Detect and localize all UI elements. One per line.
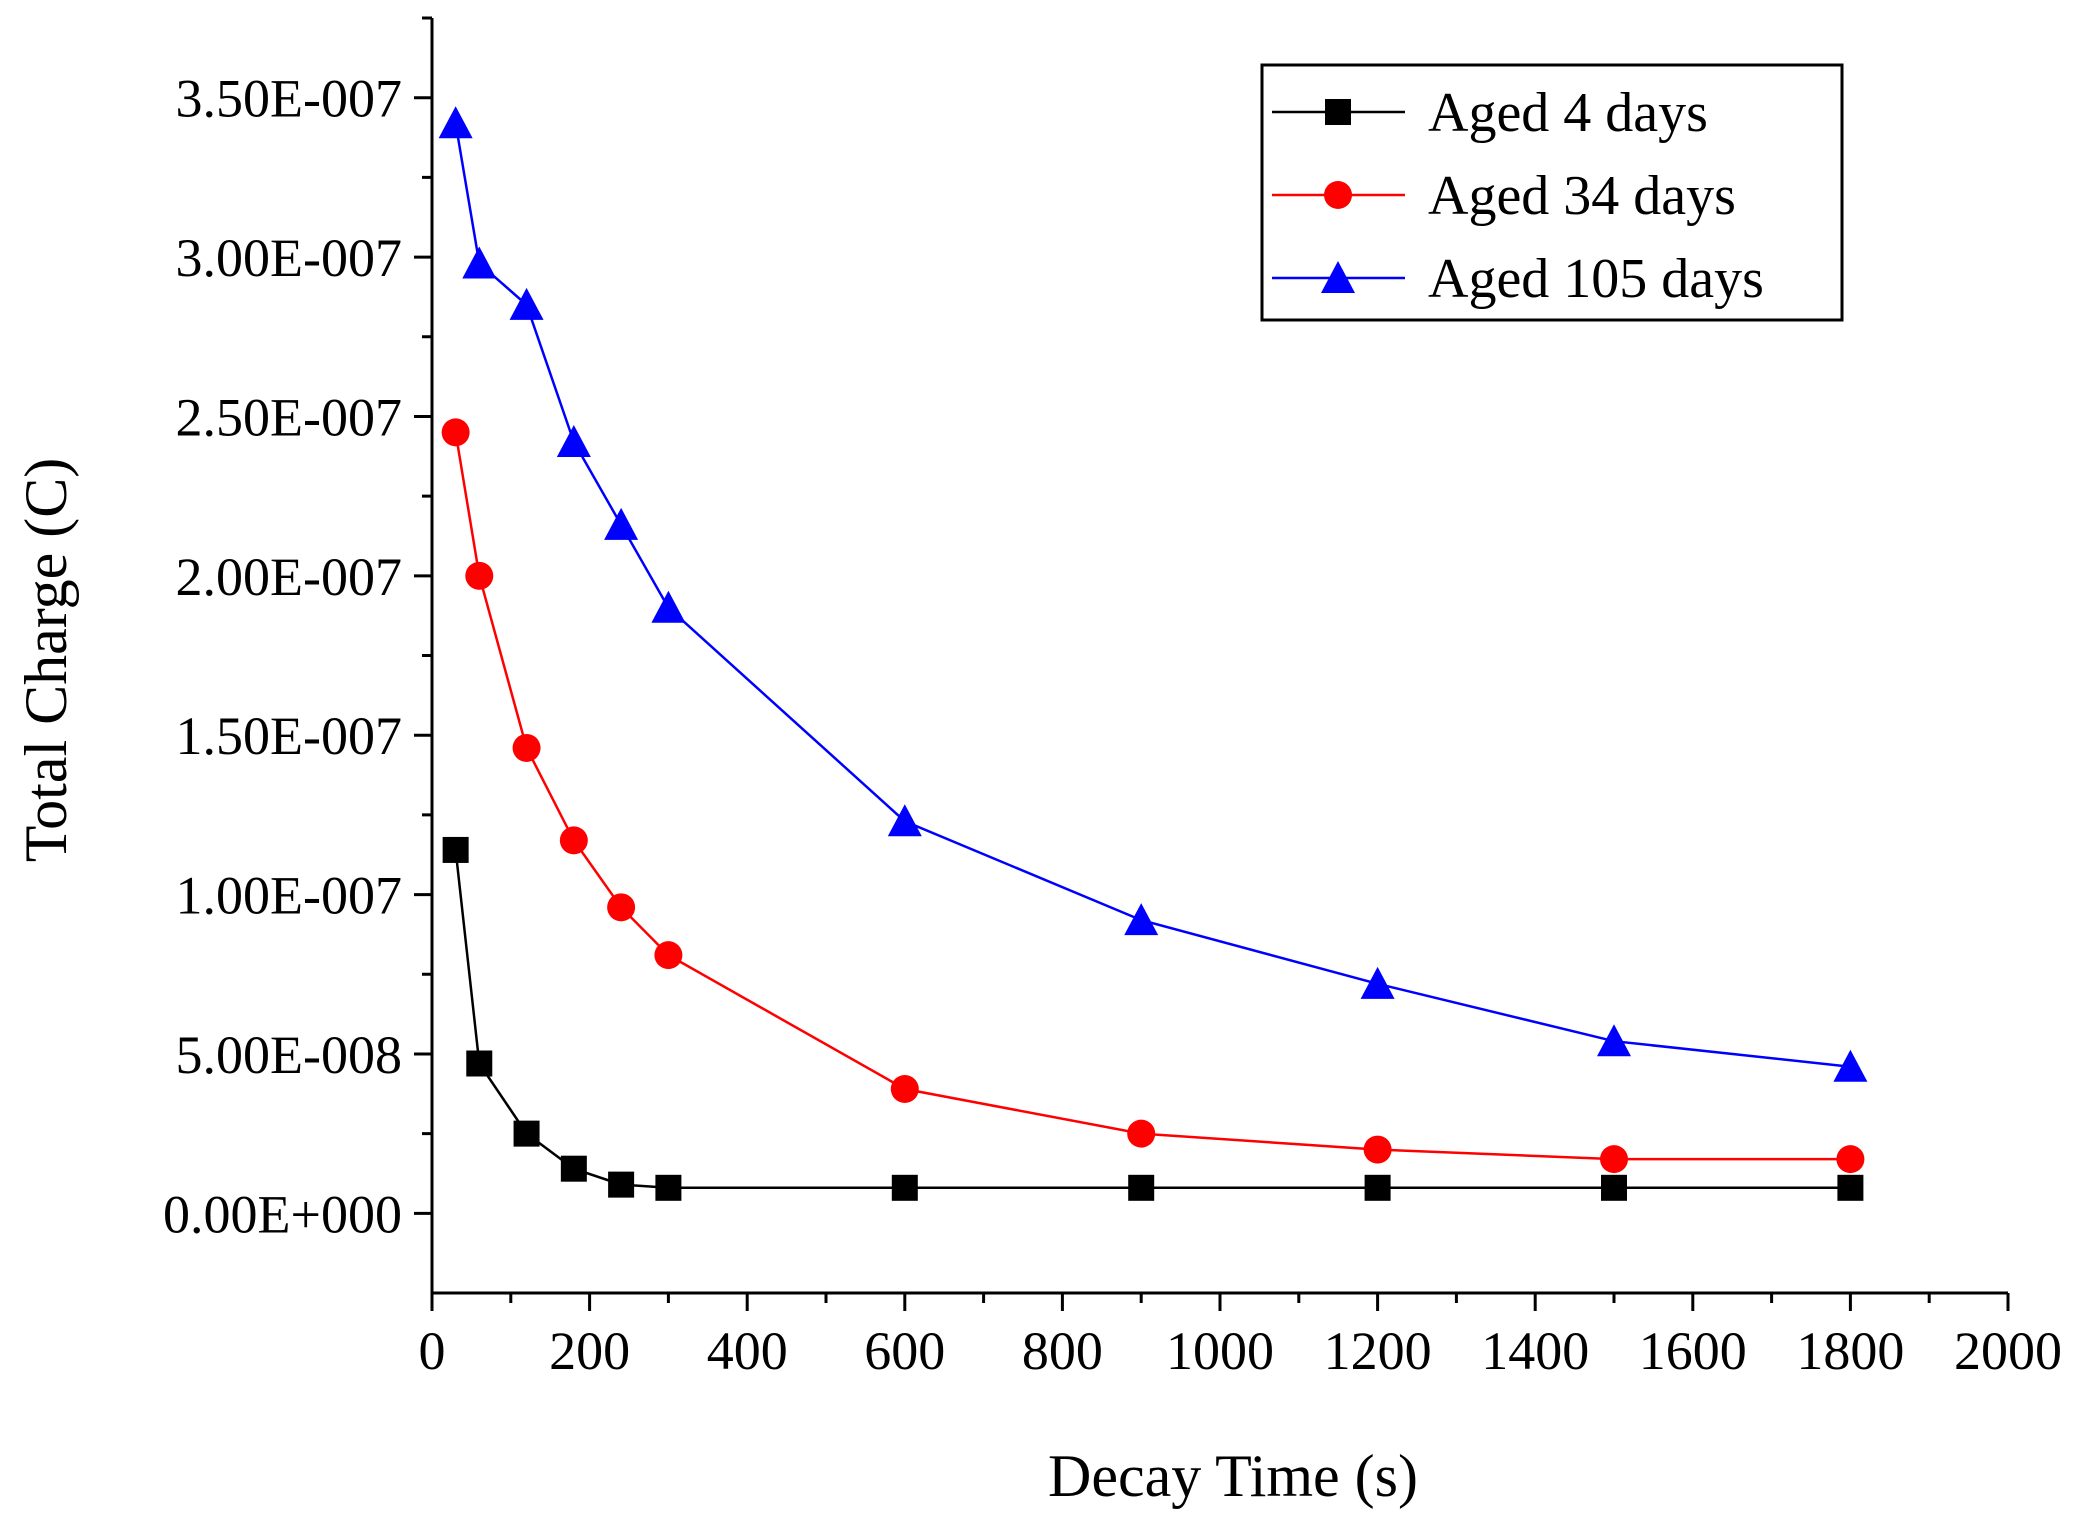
x-tick-label: 1600: [1639, 1321, 1747, 1381]
y-tick-label: 2.50E-007: [176, 387, 402, 447]
data-point-aged-4-days: [442, 836, 469, 863]
data-point-aged-34-days: [1600, 1145, 1628, 1174]
legend: Aged 4 days Aged 34 days Aged 105 days: [1260, 63, 1844, 322]
data-point-aged-34-days: [890, 1075, 919, 1103]
legend-label-aged-34-days: Aged 34 days: [1428, 165, 1736, 227]
data-point-aged-34-days: [512, 733, 541, 762]
data-point-aged-34-days: [441, 418, 470, 447]
x-tick-label: 1000: [1166, 1321, 1274, 1381]
data-point-aged-34-days: [465, 561, 494, 590]
data-point-aged-4-days: [1364, 1174, 1391, 1201]
x-tick-label: 800: [1022, 1321, 1103, 1381]
axes-layer: 0 200 400 600 800 1000 1200 1400 1600 1800 2000 0.0…: [163, 16, 2062, 1381]
data-point-aged-34-days: [1836, 1145, 1865, 1174]
data-point-aged-4-days: [1837, 1174, 1864, 1201]
data-point-aged-4-days: [891, 1174, 918, 1201]
data-point-aged-105-days: [887, 804, 922, 837]
data-point-aged-105-days: [1597, 1024, 1631, 1057]
legend-label-aged-4-days: Aged 4 days: [1428, 82, 1708, 144]
legend-marker-aged-105-days: [1321, 261, 1355, 293]
data-point-aged-4-days: [1601, 1174, 1627, 1201]
y-tick-label: 5.00E-008: [176, 1025, 402, 1085]
y-tick-label: 3.00E-007: [176, 228, 402, 288]
data-point-aged-105-days: [1360, 966, 1395, 999]
x-tick-label: 400: [707, 1321, 788, 1381]
data-point-aged-105-days: [509, 287, 544, 320]
data-point-aged-34-days: [1363, 1135, 1392, 1164]
x-tick-label: 1200: [1324, 1321, 1432, 1381]
data-point-aged-34-days: [1127, 1119, 1156, 1148]
series-layer: [438, 106, 1868, 1201]
x-axis-title: Decay Time (s): [1048, 1443, 1418, 1509]
y-tick-label: 1.00E-007: [176, 866, 402, 926]
data-point-aged-34-days: [607, 893, 636, 922]
y-tick-label: 0.00E+000: [163, 1184, 402, 1244]
data-point-aged-4-days: [1128, 1174, 1155, 1201]
data-point-aged-4-days: [513, 1120, 540, 1147]
data-point-aged-105-days: [1124, 903, 1159, 936]
data-point-aged-105-days: [1833, 1049, 1868, 1082]
x-tick-label: 2000: [1954, 1321, 2062, 1381]
data-point-aged-105-days: [462, 246, 497, 279]
series-line-aged-34-days: [454, 432, 1851, 1161]
y-tick-label: 1.50E-007: [176, 706, 402, 766]
legend-marker-aged-34-days: [1324, 181, 1352, 209]
legend-marker-aged-4-days: [1325, 99, 1351, 125]
data-point-aged-105-days: [651, 590, 686, 623]
data-point-aged-34-days: [559, 826, 588, 855]
y-axis-title: Total Charge (C): [13, 458, 79, 863]
x-tick-label: 600: [864, 1321, 945, 1381]
legend-label-aged-105-days: Aged 105 days: [1428, 248, 1764, 310]
data-point-aged-105-days: [438, 106, 473, 139]
data-point-aged-4-days: [608, 1171, 635, 1198]
x-tick-label: 200: [549, 1321, 630, 1381]
data-point-aged-105-days: [604, 507, 639, 540]
x-tick-label: 1800: [1796, 1321, 1904, 1381]
data-point-aged-4-days: [655, 1174, 682, 1201]
y-tick-label: 2.00E-007: [176, 547, 402, 607]
data-point-aged-4-days: [466, 1050, 493, 1077]
x-tick-label: 0: [419, 1321, 446, 1381]
y-tick-label: 3.50E-007: [176, 69, 402, 129]
data-point-aged-4-days: [560, 1155, 587, 1182]
data-point-aged-105-days: [556, 424, 591, 457]
data-point-aged-34-days: [654, 941, 683, 970]
x-tick-label: 1400: [1481, 1321, 1589, 1381]
